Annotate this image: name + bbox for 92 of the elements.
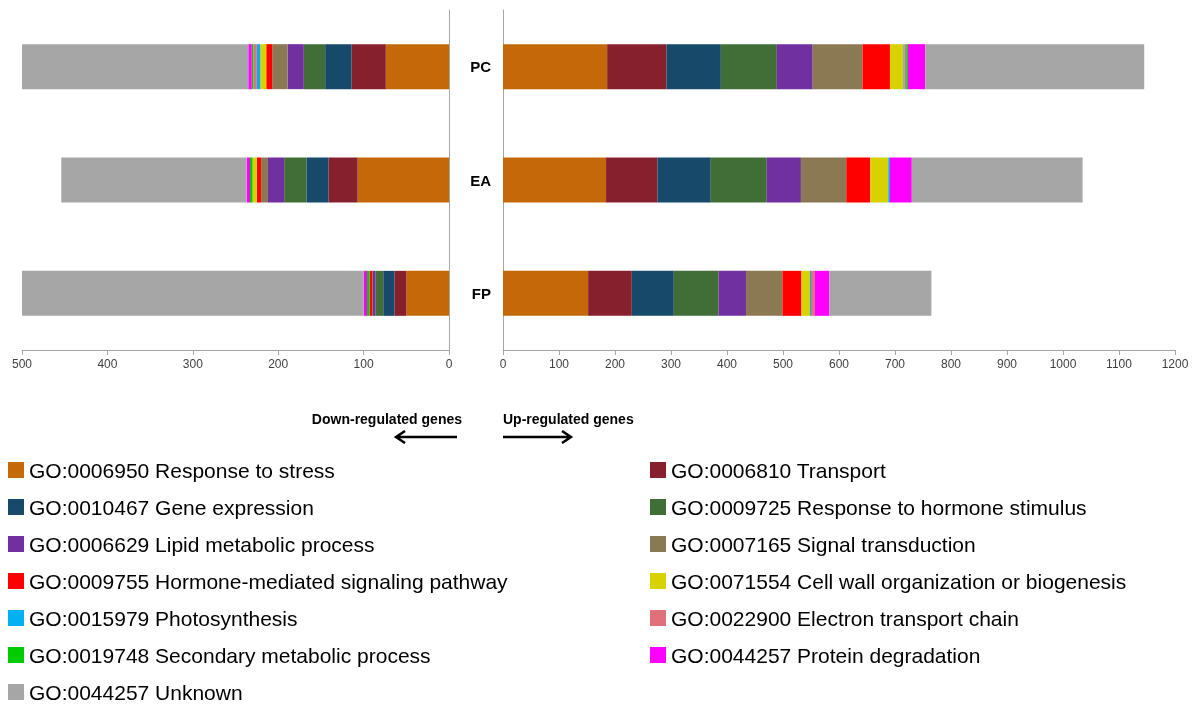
bar [606, 157, 658, 203]
y-tick-label: PC [470, 58, 492, 76]
bar [385, 44, 449, 90]
bar [911, 157, 1083, 203]
legend-label: GO:0009725 Response to hormone stimulus [671, 495, 1087, 519]
bar [261, 157, 268, 203]
x-tick-label: 400 [716, 357, 738, 371]
bar [846, 157, 871, 203]
bar [284, 157, 307, 203]
bar [829, 270, 932, 316]
bar [406, 270, 449, 316]
legend-label: GO:0006950 Response to stress [29, 458, 335, 482]
x-tick-label: 200 [604, 357, 626, 371]
bar [746, 270, 783, 316]
bar [776, 44, 813, 90]
bar [673, 270, 719, 316]
bar [394, 270, 407, 316]
x-tick-label: 0 [445, 357, 453, 371]
x-tick-label: 300 [660, 357, 682, 371]
bar [631, 270, 674, 316]
bar [607, 44, 667, 90]
bar [357, 157, 449, 203]
bar [252, 157, 257, 203]
x-tick-label: 900 [996, 357, 1018, 371]
bar [812, 44, 863, 90]
bar [720, 44, 777, 90]
x-tick-label: 1000 [1049, 357, 1077, 371]
bar [588, 270, 632, 316]
legend-label: GO:0007165 Signal transduction [671, 532, 976, 556]
bar [811, 270, 815, 316]
bar [889, 44, 904, 90]
bar [782, 270, 802, 316]
bar [800, 157, 847, 203]
bar [503, 270, 589, 316]
bar [718, 270, 747, 316]
bar [260, 44, 267, 90]
y-tick-label: EA [470, 171, 492, 189]
bar [287, 44, 304, 90]
bar [328, 157, 358, 203]
bar [907, 44, 926, 90]
bar [375, 270, 384, 316]
bar [710, 157, 767, 203]
x-tick-label: 700 [884, 357, 906, 371]
legend-label: GO:0022900 Electron transport chain [671, 606, 1019, 630]
x-tick-label: 500 [11, 357, 33, 371]
bar [266, 44, 273, 90]
x-tick-label: 200 [268, 357, 289, 371]
x-tick-label: 1200 [1161, 357, 1189, 371]
legend-label: GO:0019748 Secondary metabolic process [29, 643, 431, 667]
y-tick-label: FP [471, 284, 491, 302]
legend-label: GO:0006629 Lipid metabolic process [29, 532, 375, 556]
x-tick-label: 400 [97, 357, 118, 371]
bar [256, 157, 262, 203]
bar [766, 157, 801, 203]
bar [657, 157, 711, 203]
text: Up-regulated genes [503, 411, 634, 427]
bar [272, 44, 288, 90]
bar [303, 44, 326, 90]
bar [666, 44, 721, 90]
legend-label: GO:0071554 Cell wall organization or biogenesis [671, 569, 1127, 593]
x-tick-label: 100 [353, 357, 374, 371]
legend-label: GO:0006810 Transport [671, 458, 886, 482]
x-tick-label: 600 [828, 357, 850, 371]
x-tick-label: 1100 [1106, 357, 1133, 371]
x-tick-label: 0 [499, 357, 507, 371]
legend-label: GO:0015979 Photosynthesis [29, 606, 298, 630]
legend-label: GO:0010467 Gene expression [29, 495, 314, 519]
legend-label: GO:0009755 Hormone-mediated signaling pathway [29, 569, 509, 593]
legend-label: GO:0044257 Protein degradation [671, 643, 981, 667]
bar [267, 157, 285, 203]
x-tick-label: 300 [182, 357, 204, 371]
bar [801, 270, 810, 316]
bar [306, 157, 329, 203]
bar [22, 270, 364, 316]
legend-label: GO:0044257 Unknown [29, 680, 243, 704]
x-tick-label: 500 [772, 357, 794, 371]
bar [61, 157, 247, 203]
bar [351, 44, 386, 90]
bar [889, 157, 912, 203]
bar [870, 157, 889, 203]
bar [503, 44, 608, 90]
bar [22, 44, 249, 90]
bar [250, 157, 253, 203]
bar [503, 157, 607, 203]
x-tick-label: 100 [548, 357, 570, 371]
bar [925, 44, 1145, 90]
bar [325, 44, 352, 90]
bar [383, 270, 395, 316]
x-tick-label: 800 [940, 357, 962, 371]
text: Down-regulated genes [311, 411, 463, 427]
bar [862, 44, 890, 90]
bar [814, 270, 830, 316]
